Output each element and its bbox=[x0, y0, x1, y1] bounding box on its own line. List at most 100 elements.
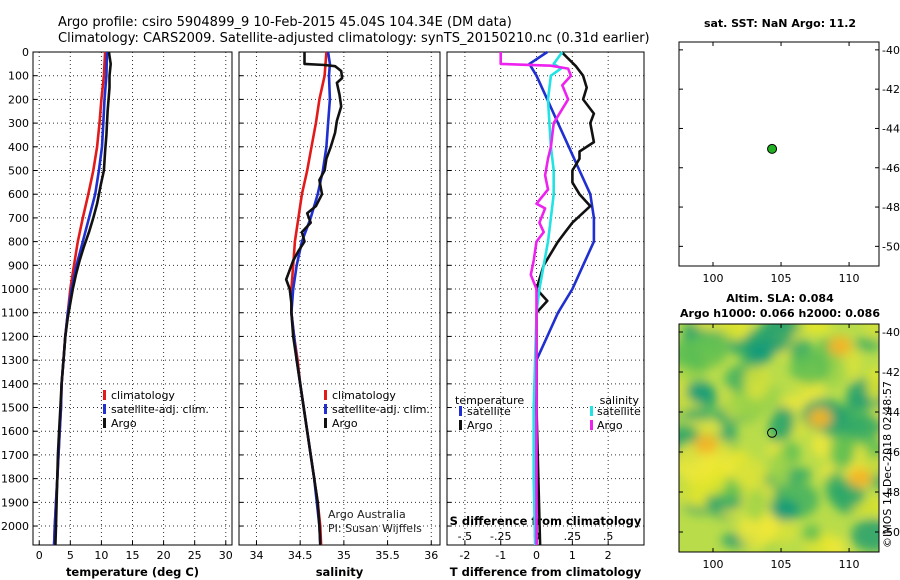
temperature-xtick-label: 0 bbox=[36, 549, 43, 562]
depth-tick-label: 0 bbox=[22, 46, 29, 59]
depth-tick-label: 900 bbox=[8, 259, 29, 272]
depth-tick-label: 100 bbox=[8, 70, 29, 83]
sla-heatmap-cell bbox=[744, 487, 767, 522]
temperature-legend-label: climatology bbox=[111, 389, 175, 402]
sla-heatmap-cool-cell bbox=[746, 341, 774, 363]
sla-map-ytick-label: -44 bbox=[882, 406, 900, 419]
temperature-xtick-label: 10 bbox=[94, 549, 108, 562]
sla-map-ytick-label: -40 bbox=[882, 326, 900, 339]
sla-heatmap-cell bbox=[802, 524, 822, 543]
depth-tick-label: 300 bbox=[8, 117, 29, 130]
sla-heatmap-cell bbox=[826, 537, 847, 552]
temperature-grid bbox=[33, 51, 232, 545]
temperature-legend-swatch bbox=[103, 390, 106, 400]
difference-legend-t-swatch bbox=[459, 406, 462, 416]
sla-heatmap-cell bbox=[789, 352, 831, 385]
sla-heatmap-cell bbox=[850, 518, 879, 552]
salinity-xtick-label: 34 bbox=[249, 549, 263, 562]
salinity-xtick-label: 36 bbox=[424, 549, 438, 562]
difference-xtick-label: -2 bbox=[459, 549, 470, 562]
sla-title: Altim. SLA: 0.084 bbox=[726, 292, 834, 305]
difference-legend-t-swatch bbox=[459, 420, 462, 430]
difference-xtick-label: -1 bbox=[495, 549, 506, 562]
sla-heatmap-cell bbox=[829, 434, 855, 470]
sla-heatmap-cell bbox=[732, 457, 768, 491]
sst-map-axes-box bbox=[678, 41, 880, 267]
depth-tick-label: 1300 bbox=[1, 354, 29, 367]
depth-tick-label: 200 bbox=[8, 93, 29, 106]
sla-map-xtick-label: 105 bbox=[771, 558, 792, 571]
temperature-legend-swatch bbox=[103, 404, 106, 414]
sla-heatmap-cell bbox=[768, 449, 790, 487]
sla-heatmap-warm-cell bbox=[808, 408, 832, 428]
sla-map-panel: Altim. SLA: 0.084 Argo h1000: 0.066 h200… bbox=[678, 292, 900, 571]
salinity-xtick-label: 34.5 bbox=[288, 549, 313, 562]
sla-heatmap-warm-cell bbox=[848, 468, 872, 488]
salinity-xlabel: salinity bbox=[316, 565, 364, 579]
temperature-legend-label: Argo bbox=[111, 417, 137, 430]
salinity-climatology-line bbox=[290, 51, 328, 546]
difference-legend-t-label: satellite bbox=[467, 405, 511, 418]
sla-heatmap-cell bbox=[768, 413, 785, 444]
sla-heatmap-cell bbox=[737, 512, 776, 549]
sla-subtitle: Argo h1000: 0.066 h2000: 0.086 bbox=[680, 307, 880, 320]
sla-heatmap-cell bbox=[865, 324, 879, 341]
sla-heatmap-cell bbox=[853, 337, 879, 352]
depth-tick-label: 600 bbox=[8, 188, 29, 201]
sla-map-ytick-label: -50 bbox=[882, 526, 900, 539]
sla-heatmap-cell bbox=[720, 324, 751, 341]
sst-argo-location-marker bbox=[767, 143, 778, 154]
salinity-grid bbox=[239, 51, 440, 545]
title-line-2: Climatology: CARS2009. Satellite-adjuste… bbox=[58, 31, 650, 46]
temperature-axes-box bbox=[32, 51, 233, 546]
difference-xtick-label: 0 bbox=[533, 549, 540, 562]
difference-legend-temperature-title: temperature bbox=[455, 394, 524, 407]
sla-map-xtick-label: 100 bbox=[703, 558, 724, 571]
salinity-panel: 34 34.5 35 35.5 36 salinity climatologysatelli… bbox=[238, 51, 441, 579]
temperature-argo-line bbox=[54, 51, 112, 546]
temperature-xlabel: temperature (deg C) bbox=[66, 565, 199, 579]
sla-heatmap-cell bbox=[684, 333, 728, 369]
sla-map-ytick-label: -48 bbox=[882, 486, 900, 499]
sst-map-xtick-label: 105 bbox=[771, 272, 792, 285]
sla-heatmap bbox=[679, 324, 879, 552]
depth-tick-label: 1500 bbox=[1, 402, 29, 415]
credit-line-2: PI: Susan Wijffels bbox=[328, 522, 422, 535]
temperature-xtick-label: 5 bbox=[67, 549, 74, 562]
sla-heatmap-cool-cell bbox=[771, 499, 799, 521]
sla-heatmap-warm-cell bbox=[828, 336, 852, 356]
difference-s-argo-line bbox=[499, 52, 573, 545]
sla-map-xtick-label: 110 bbox=[839, 558, 860, 571]
temperature-panel: 0 5 10 15 20 25 300100200300400500600700800900… bbox=[1, 46, 233, 579]
sst-map-ytick-label: -42 bbox=[882, 83, 900, 96]
salinity-legend-label: climatology bbox=[332, 389, 396, 402]
sla-heatmap-cell bbox=[866, 367, 879, 402]
depth-tick-label: 1900 bbox=[1, 496, 29, 509]
salinity-legend-label: Argo bbox=[332, 417, 358, 430]
salinity-legend-label: satellite-adj. clim. bbox=[332, 403, 430, 416]
salinity-legend-swatch bbox=[324, 390, 327, 400]
sla-map-axes-box bbox=[678, 323, 880, 553]
sst-map-ytick-label: -46 bbox=[882, 162, 900, 175]
sst-map-panel: sat. SST: NaN Argo: 11.2 100 105 110 -40 -42… bbox=[678, 17, 900, 285]
temperature-legend-label: satellite-adj. clim. bbox=[111, 403, 209, 416]
sst-map-ytick-label: -40 bbox=[882, 44, 900, 57]
salinity-axes-box bbox=[238, 51, 441, 546]
difference-xtick-label: 2 bbox=[605, 549, 612, 562]
sla-heatmap-cell bbox=[845, 344, 862, 380]
difference-t-satellite-line bbox=[528, 50, 596, 545]
salinity-argo-line bbox=[284, 52, 344, 546]
temperature-xtick-label: 20 bbox=[157, 549, 171, 562]
sst-map-xtick-label: 110 bbox=[839, 272, 860, 285]
sla-heatmap-cell bbox=[743, 362, 770, 400]
credit-line-1: Argo Australia bbox=[328, 508, 406, 521]
depth-tick-label: 1700 bbox=[1, 449, 29, 462]
sla-heatmap-cell bbox=[801, 324, 819, 335]
temperature-xtick-label: 15 bbox=[126, 549, 140, 562]
sst-map-ytick-label: -44 bbox=[882, 122, 900, 135]
depth-tick-label: 1600 bbox=[1, 425, 29, 438]
sla-map-ytick-label: -42 bbox=[882, 366, 900, 379]
title-line-1: Argo profile: csiro 5904899_9 10-Feb-201… bbox=[58, 15, 512, 30]
difference-panel: -2 -1 0 1 2 T difference from climatology S di… bbox=[446, 50, 645, 579]
